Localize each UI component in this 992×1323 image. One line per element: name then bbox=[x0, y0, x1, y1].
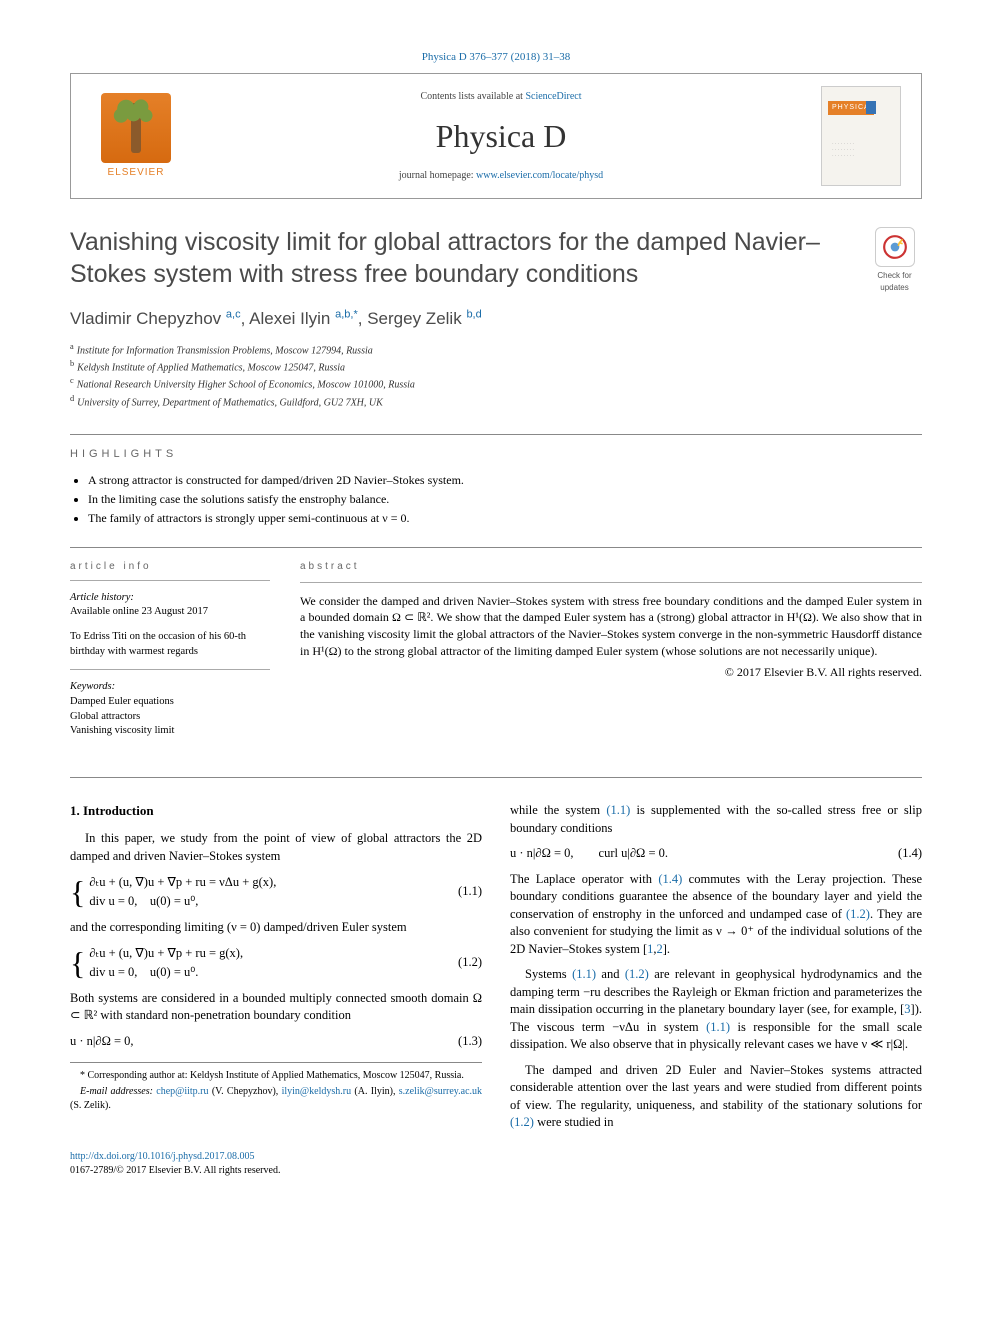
abstract-copyright: © 2017 Elsevier B.V. All rights reserved… bbox=[300, 664, 922, 681]
doi-block: http://dx.doi.org/10.1016/j.physd.2017.0… bbox=[70, 1150, 922, 1178]
divider bbox=[70, 777, 922, 778]
affil-a: Institute for Information Transmission P… bbox=[77, 345, 373, 356]
contents-prefix: Contents lists available at bbox=[420, 91, 525, 102]
article-body: 1. Introduction In this paper, we study … bbox=[70, 802, 922, 1132]
author-3: Sergey Zelik bbox=[367, 309, 461, 328]
section-heading: 1. Introduction bbox=[70, 802, 482, 820]
homepage-prefix: journal homepage: bbox=[399, 170, 476, 181]
keyword: Vanishing viscosity limit bbox=[70, 725, 174, 736]
journal-header: ELSEVIER Contents lists available at Sci… bbox=[70, 73, 922, 199]
authors: Vladimir Chepyzhov a,c, Alexei Ilyin a,b… bbox=[70, 307, 922, 331]
corresponding-note: Corresponding author at: Keldysh Institu… bbox=[88, 1070, 464, 1081]
cover-sub-icon bbox=[866, 101, 876, 114]
homepage-link[interactable]: www.elsevier.com/locate/physd bbox=[476, 170, 603, 181]
author-1-affil[interactable]: a,c bbox=[226, 309, 241, 328]
check-updates-label: Check for updates bbox=[877, 271, 911, 291]
highlight-item: In the limiting case the solutions satis… bbox=[88, 491, 922, 508]
ref-link[interactable]: 1 bbox=[647, 942, 653, 956]
top-citation: Physica D 376–377 (2018) 31–38 bbox=[70, 50, 922, 65]
para: The damped and driven 2D Euler and Navie… bbox=[510, 1062, 922, 1132]
ref-link[interactable]: (1.1) bbox=[572, 967, 596, 981]
ref-link[interactable]: (1.2) bbox=[625, 967, 649, 981]
equation-1-2: { ∂ₜu + (u, ∇)u + ∇p + ru = g(x), div u … bbox=[70, 944, 482, 982]
equation-1-4: u · n|∂Ω = 0, curl u|∂Ω = 0. (1.4) bbox=[510, 845, 922, 863]
check-updates-badge[interactable]: Check for updates bbox=[867, 227, 922, 292]
highlight-item: A strong attractor is constructed for da… bbox=[88, 472, 922, 489]
divider bbox=[70, 669, 270, 670]
eq-number: (1.4) bbox=[882, 845, 922, 863]
email-link[interactable]: ilyin@keldysh.ru bbox=[282, 1086, 351, 1097]
equation-1-3: u · n|∂Ω = 0, (1.3) bbox=[70, 1033, 482, 1051]
keyword: Damped Euler equations bbox=[70, 696, 174, 707]
author-2-affil[interactable]: a,b, bbox=[335, 309, 353, 328]
para: In this paper, we study from the point o… bbox=[70, 830, 482, 865]
elsevier-logo: ELSEVIER bbox=[91, 89, 181, 184]
history-label: Article history: bbox=[70, 592, 134, 603]
affil-b: Keldysh Institute of Applied Mathematics… bbox=[77, 362, 345, 373]
journal-name: Physica D bbox=[181, 114, 821, 159]
highlight-item: The family of attractors is strongly upp… bbox=[88, 510, 922, 527]
affil-d: University of Surrey, Department of Math… bbox=[77, 397, 383, 408]
keywords-label: Keywords: bbox=[70, 681, 115, 692]
email-label: E-mail addresses: bbox=[80, 1086, 153, 1097]
eq-line: ∂ₜu + (u, ∇)u + ∇p + ru = νΔu + g(x), bbox=[89, 873, 276, 892]
divider bbox=[70, 580, 270, 581]
author-2-corr[interactable]: * bbox=[353, 309, 357, 328]
keyword: Global attractors bbox=[70, 711, 140, 722]
issn-copyright: 0167-2789/© 2017 Elsevier B.V. All right… bbox=[70, 1165, 280, 1176]
cover-texture: · · · · · · · ·· · · · · · · ·· · · · · … bbox=[832, 142, 890, 160]
para: Both systems are considered in a bounded… bbox=[70, 990, 482, 1025]
para: Systems (1.1) and (1.2) are relevant in … bbox=[510, 966, 922, 1054]
history-text: Available online 23 August 2017 bbox=[70, 606, 208, 617]
divider bbox=[70, 547, 922, 548]
crossmark-icon bbox=[882, 234, 908, 260]
author-3-affil[interactable]: b,d bbox=[466, 309, 481, 328]
equation-1-1: { ∂ₜu + (u, ∇)u + ∇p + ru = νΔu + g(x), … bbox=[70, 873, 482, 911]
email-link[interactable]: s.zelik@surrey.ac.uk bbox=[399, 1086, 482, 1097]
article-info: article info Article history: Available … bbox=[70, 560, 270, 750]
abstract-label: abstract bbox=[300, 560, 922, 574]
journal-cover-thumbnail: PHYSICA · · · · · · · ·· · · · · · · ·· … bbox=[821, 86, 901, 186]
para: The Laplace operator with (1.4) commutes… bbox=[510, 871, 922, 959]
info-label: article info bbox=[70, 560, 270, 574]
elsevier-tree-icon bbox=[101, 93, 171, 163]
divider bbox=[300, 582, 922, 583]
dedication: To Edriss Titi on the occasion of his 60… bbox=[70, 630, 270, 659]
email-link[interactable]: chep@iitp.ru bbox=[156, 1086, 208, 1097]
footnotes: * Corresponding author at: Keldysh Insti… bbox=[70, 1062, 482, 1113]
eq-line: ∂ₜu + (u, ∇)u + ∇p + ru = g(x), bbox=[89, 944, 243, 963]
eq-number: (1.1) bbox=[442, 883, 482, 901]
eq-line: u · n|∂Ω = 0, curl u|∂Ω = 0. bbox=[510, 845, 882, 863]
sciencedirect-link[interactable]: ScienceDirect bbox=[525, 91, 581, 102]
author-1: Vladimir Chepyzhov bbox=[70, 309, 221, 328]
highlights-label: highlights bbox=[70, 447, 922, 462]
eq-number: (1.2) bbox=[442, 954, 482, 972]
ref-link[interactable]: (1.4) bbox=[658, 872, 682, 886]
eq-line: div u = 0, u(0) = u⁰, bbox=[89, 892, 276, 911]
contents-line: Contents lists available at ScienceDirec… bbox=[181, 90, 821, 104]
highlights-section: highlights A strong attractor is constru… bbox=[70, 447, 922, 527]
ref-link[interactable]: (1.1) bbox=[706, 1020, 730, 1034]
article-title: Vanishing viscosity limit for global att… bbox=[70, 227, 847, 290]
doi-link[interactable]: http://dx.doi.org/10.1016/j.physd.2017.0… bbox=[70, 1151, 255, 1162]
author-2: Alexei Ilyin bbox=[249, 309, 330, 328]
abstract-text: We consider the damped and driven Navier… bbox=[300, 593, 922, 660]
divider bbox=[70, 434, 922, 435]
eq-number: (1.3) bbox=[442, 1033, 482, 1051]
affil-c: National Research University Higher Scho… bbox=[77, 380, 415, 391]
abstract: abstract We consider the damped and driv… bbox=[300, 560, 922, 750]
ref-link[interactable]: (1.1) bbox=[606, 803, 630, 817]
ref-link[interactable]: (1.2) bbox=[846, 907, 870, 921]
eq-line: u · n|∂Ω = 0, bbox=[70, 1033, 442, 1051]
affiliations: aInstitute for Information Transmission … bbox=[70, 341, 922, 410]
homepage-line: journal homepage: www.elsevier.com/locat… bbox=[181, 169, 821, 183]
para: while the system (1.1) is supplemented w… bbox=[510, 802, 922, 837]
para: and the corresponding limiting (ν = 0) d… bbox=[70, 919, 482, 937]
ref-link[interactable]: (1.2) bbox=[510, 1115, 534, 1129]
eq-line: div u = 0, u(0) = u⁰. bbox=[89, 963, 243, 982]
elsevier-label: ELSEVIER bbox=[108, 166, 165, 180]
